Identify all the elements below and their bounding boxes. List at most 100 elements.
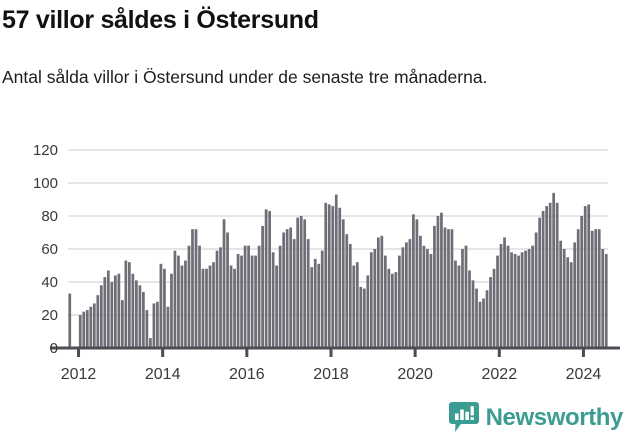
bar — [538, 217, 541, 348]
bar — [317, 263, 321, 348]
bar — [412, 214, 415, 348]
bar — [324, 202, 328, 348]
bar — [282, 232, 286, 348]
bar — [212, 262, 215, 348]
bar — [124, 260, 128, 348]
bar — [128, 262, 131, 348]
bar — [383, 255, 387, 348]
y-tick-label: 120 — [33, 142, 58, 159]
bar — [152, 303, 156, 348]
newsworthy-logo[interactable]: Newsworthy — [448, 402, 623, 433]
bar-series — [68, 192, 608, 348]
bar — [440, 212, 443, 348]
bar — [68, 293, 72, 348]
bar — [247, 245, 250, 348]
bar — [398, 255, 401, 348]
y-tick-label: 80 — [41, 208, 58, 225]
bar — [583, 206, 587, 348]
bar — [587, 204, 591, 348]
bar — [103, 277, 107, 348]
x-tick-label: 2024 — [566, 366, 602, 383]
x-tick-label: 2014 — [145, 366, 181, 383]
bar — [299, 216, 303, 348]
bar — [177, 255, 180, 348]
bar — [180, 265, 184, 348]
bar — [503, 237, 506, 348]
bar — [113, 275, 117, 348]
bar — [433, 225, 436, 348]
bar — [468, 270, 471, 348]
bar — [443, 227, 447, 348]
bar — [489, 277, 492, 348]
bar — [250, 255, 254, 348]
bar — [597, 229, 601, 348]
bar — [194, 229, 198, 348]
bar — [334, 194, 338, 348]
bar — [559, 240, 563, 348]
bar — [156, 301, 159, 348]
bar — [352, 265, 356, 348]
x-tick-label: 2020 — [397, 366, 433, 383]
bar — [454, 260, 457, 348]
bar — [555, 202, 559, 348]
bar — [485, 290, 489, 348]
bar — [345, 234, 349, 348]
bar — [278, 245, 282, 348]
bar — [419, 235, 422, 348]
bar — [405, 242, 408, 348]
bar-chart-speech-bubble-icon — [448, 402, 479, 432]
bar — [376, 237, 380, 348]
bar — [517, 255, 520, 348]
bar — [271, 252, 275, 348]
bar — [604, 253, 608, 348]
page-title: 57 villor såldes i Östersund — [2, 6, 319, 34]
bar — [313, 258, 317, 348]
bar — [366, 275, 370, 348]
bar — [89, 306, 93, 348]
bar — [380, 235, 384, 348]
bar — [173, 250, 177, 348]
bar — [408, 239, 412, 348]
bar — [387, 268, 391, 348]
bar — [106, 270, 110, 348]
bar — [447, 229, 450, 348]
bar — [580, 216, 584, 348]
bar — [415, 219, 419, 348]
x-axis-labels: 20122014201620182020202220242026 — [61, 366, 602, 383]
bar — [527, 249, 531, 348]
bar — [275, 265, 279, 348]
bar — [170, 273, 173, 348]
bar — [348, 244, 352, 348]
bar — [590, 230, 594, 348]
x-tick-label: 2016 — [229, 366, 265, 383]
bar — [138, 285, 142, 348]
y-tick-label: 100 — [33, 175, 58, 192]
bar — [254, 255, 257, 348]
bar — [394, 272, 398, 348]
bar — [240, 255, 243, 348]
bar — [562, 249, 566, 348]
y-tick-label: 40 — [41, 274, 58, 291]
bar — [369, 252, 373, 348]
bar — [226, 232, 229, 348]
bar — [331, 206, 335, 348]
bar — [422, 245, 426, 348]
bar — [205, 268, 208, 348]
bar — [450, 229, 454, 348]
bar — [201, 268, 205, 348]
bar — [569, 262, 573, 348]
bar — [145, 310, 149, 348]
bar — [85, 310, 89, 348]
bar — [475, 288, 478, 348]
bar — [306, 239, 310, 348]
bar — [208, 265, 212, 348]
bar — [576, 229, 580, 348]
bar — [219, 247, 222, 348]
bar — [471, 280, 475, 348]
x-tick-label: 2022 — [482, 366, 518, 383]
bar — [545, 206, 549, 348]
chart-footer: Newsworthy — [0, 398, 631, 439]
bar-chart: 0 20 40 60 80 100 120 2012 2014 2016 2018 2020 2022… — [0, 138, 631, 393]
bar — [163, 268, 166, 348]
bar — [198, 245, 201, 348]
